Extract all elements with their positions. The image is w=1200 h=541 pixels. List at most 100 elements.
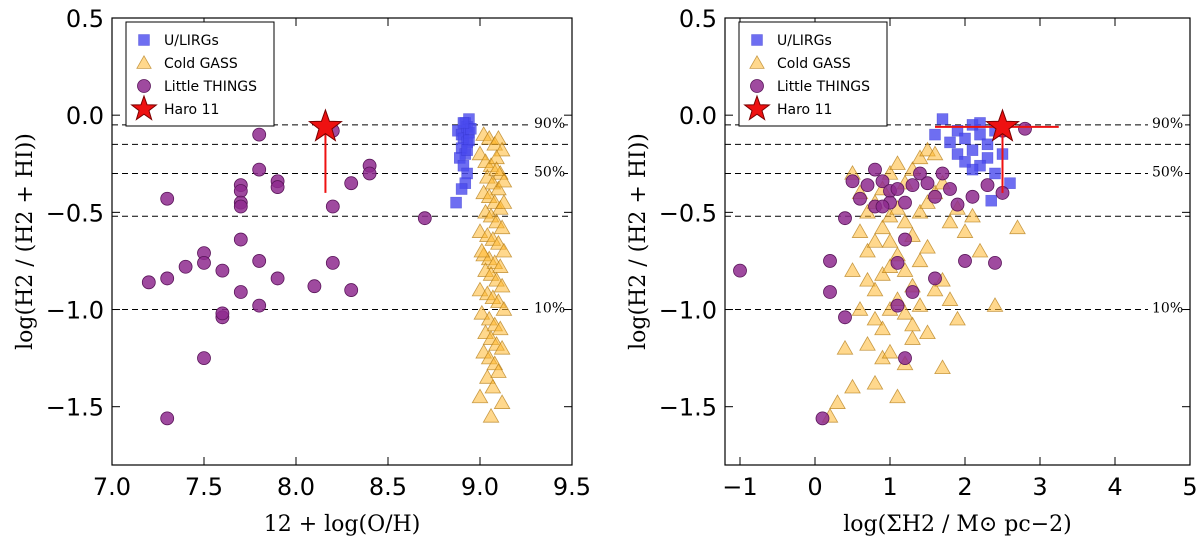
y-tick-label: −0.5	[659, 199, 717, 227]
data-point	[490, 363, 507, 378]
haro11-star-marker	[307, 108, 343, 142]
data-point	[941, 213, 959, 229]
x-tick-label: 4	[1107, 473, 1122, 501]
percentile-label: 50%	[1152, 164, 1183, 180]
data-point	[838, 310, 852, 325]
data-point	[898, 195, 912, 210]
data-point	[836, 339, 854, 355]
data-point	[457, 117, 470, 129]
legend-label: Haro 11	[164, 102, 219, 118]
data-point	[928, 189, 942, 204]
data-point	[911, 252, 929, 268]
legend-label: U/LIRGs	[164, 33, 219, 49]
data-point	[252, 162, 267, 177]
data-point	[491, 320, 509, 336]
data-point	[1009, 219, 1026, 235]
data-point	[943, 182, 957, 196]
data-point	[950, 197, 965, 212]
data-point	[233, 184, 248, 198]
data-point	[905, 285, 920, 299]
data-point	[919, 324, 936, 340]
data-point	[490, 129, 507, 145]
data-point	[919, 238, 936, 254]
data-point	[853, 191, 867, 206]
data-point	[966, 163, 979, 176]
data-point	[951, 148, 964, 160]
data-point	[974, 117, 986, 129]
legend-label: U/LIRGs	[777, 33, 832, 49]
legend-marker	[136, 55, 152, 69]
y-tick-label: −1.0	[659, 297, 717, 325]
data-point	[495, 242, 513, 258]
data-point	[889, 388, 906, 404]
data-point	[896, 262, 914, 277]
percentile-label: 50%	[534, 164, 565, 180]
percentile-label: 90%	[534, 116, 565, 132]
data-point	[160, 411, 175, 426]
data-point	[986, 297, 1004, 312]
data-point	[484, 378, 502, 394]
data-point	[838, 211, 852, 226]
data-point	[851, 223, 869, 238]
data-point	[859, 271, 876, 287]
data-point	[896, 213, 914, 229]
x-tick-label: 8.5	[369, 473, 407, 501]
y-tick-label: −1.5	[659, 394, 717, 422]
data-point	[844, 262, 861, 277]
data-point	[874, 266, 891, 281]
y-tick-label: 0.5	[679, 5, 717, 33]
data-point	[488, 161, 505, 176]
data-point	[985, 194, 997, 207]
x-axis-title: 12 + log(O/H)	[264, 512, 421, 537]
legend-label: Cold GASS	[164, 56, 238, 72]
data-point	[491, 258, 509, 273]
data-point	[160, 271, 175, 286]
data-point	[845, 174, 860, 189]
legend: U/LIRGs Cold GASS Little THINGS Haro 11	[125, 21, 275, 127]
data-point	[929, 128, 941, 141]
percentile-label: 10%	[534, 301, 565, 317]
data-point	[898, 351, 912, 366]
data-point	[936, 113, 949, 125]
data-point	[252, 127, 267, 142]
data-point	[493, 394, 511, 409]
data-point	[866, 281, 884, 297]
data-point	[951, 124, 964, 137]
data-point	[455, 183, 468, 195]
chart-panel-2: 90% 50% 10% −1 0 1 2 3 4 5 0.5 0.0 −0.5 −1.0 −1.5 log(Σ…	[626, 5, 1198, 537]
data-point	[307, 279, 322, 294]
data-point	[495, 194, 513, 209]
series-little-things	[141, 123, 432, 426]
y-tick-label: 0.0	[66, 102, 104, 130]
data-point	[859, 242, 876, 258]
data-point	[141, 275, 156, 290]
data-point	[904, 330, 921, 345]
data-point	[252, 298, 267, 313]
y-axis-title: log(H2 / (H2 + HI))	[13, 133, 38, 350]
data-point	[252, 254, 267, 268]
legend-marker-star	[130, 94, 158, 121]
data-point	[1018, 121, 1032, 136]
data-point	[866, 374, 884, 390]
data-point	[482, 407, 500, 423]
data-point	[868, 162, 882, 177]
data-point	[215, 306, 230, 321]
data-point	[944, 136, 956, 149]
series-haro-11	[307, 108, 343, 193]
data-point	[988, 255, 1002, 270]
data-point	[823, 285, 837, 299]
plot-frame	[724, 17, 1191, 466]
x-tick-label: 0	[807, 473, 822, 501]
percentile-label-bg	[530, 114, 564, 131]
data-point	[733, 263, 747, 278]
data-point	[964, 207, 981, 223]
data-point	[866, 310, 884, 326]
data-point	[493, 277, 511, 293]
data-point	[889, 155, 906, 170]
plot-layer	[725, 108, 1190, 426]
data-point	[875, 174, 890, 189]
legend-marker	[749, 55, 765, 69]
x-axis-title: log(ΣH2 / M⊙ pc−2)	[843, 512, 1071, 537]
data-point	[911, 203, 929, 219]
x-tick-label: 9.5	[553, 473, 591, 501]
